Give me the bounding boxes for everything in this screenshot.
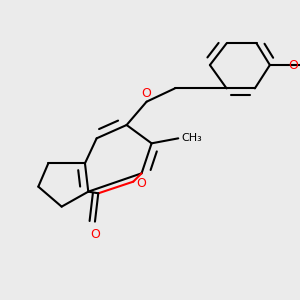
Text: O: O	[90, 228, 100, 241]
Text: O: O	[288, 58, 298, 71]
Text: O: O	[136, 177, 146, 190]
Text: CH₃: CH₃	[181, 133, 202, 143]
Text: O: O	[142, 87, 152, 100]
